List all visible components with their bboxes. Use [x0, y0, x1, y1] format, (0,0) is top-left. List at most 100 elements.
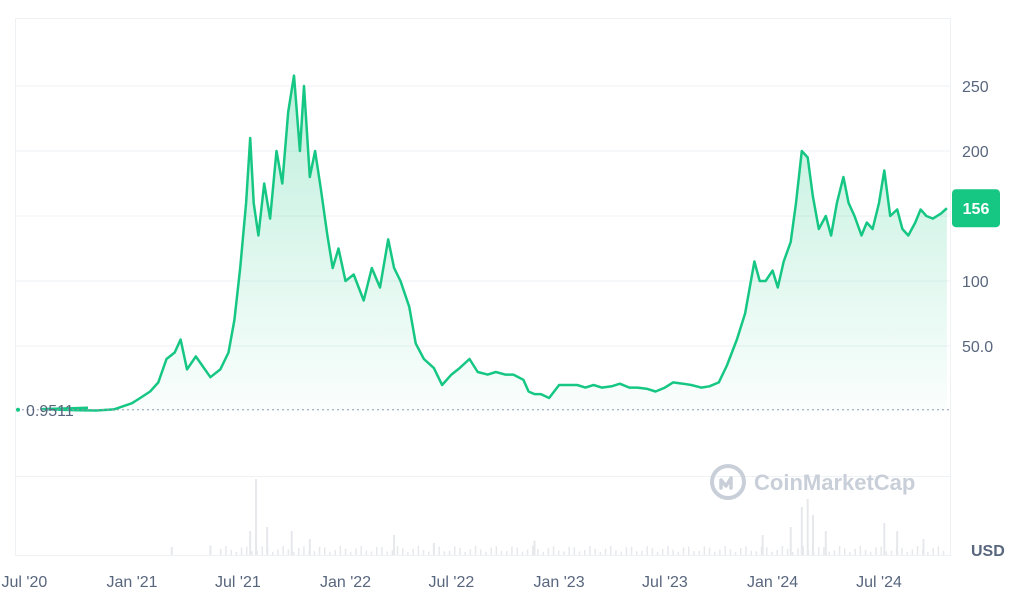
- volume-bar: [533, 540, 536, 555]
- price-area: [42, 75, 947, 411]
- volume-bar: [277, 549, 279, 555]
- volume-bar: [708, 547, 711, 555]
- volume-bar: [308, 550, 310, 555]
- volume-bar: [662, 549, 664, 555]
- volume-bar: [625, 547, 628, 555]
- volume-bar: [792, 551, 794, 555]
- volume-bar: [376, 546, 378, 555]
- y-tick-label: 50.0: [962, 339, 993, 356]
- current-price-badge-bg: [952, 189, 1000, 228]
- volume-bar: [402, 548, 404, 555]
- volume-bar: [573, 547, 576, 555]
- volume-bar: [875, 547, 877, 555]
- plot-frame: [15, 18, 951, 556]
- volume-bar: [464, 551, 466, 555]
- volume-bar: [490, 547, 492, 555]
- volume-bar: [870, 551, 872, 555]
- x-tick-label: Jan '24: [747, 574, 798, 591]
- volume-bar: [318, 546, 321, 555]
- volume-bar: [469, 549, 472, 555]
- volume-bar: [360, 546, 362, 555]
- volume-bar: [433, 547, 435, 555]
- volume-bar: [290, 531, 293, 555]
- x-tick-label: Jan '22: [320, 574, 371, 591]
- volume-bar: [932, 547, 934, 555]
- volume-bar: [849, 551, 851, 555]
- volume-bar: [880, 546, 882, 555]
- volume-bar: [365, 550, 368, 555]
- volume-bar: [266, 527, 269, 555]
- volume-bar: [890, 550, 893, 555]
- volume-bar: [823, 547, 825, 555]
- volume-bar: [646, 546, 648, 555]
- volume-bar: [448, 550, 451, 555]
- volume-bar: [526, 549, 529, 555]
- volume-bar: [412, 548, 414, 555]
- volume-bar: [298, 547, 300, 555]
- volume-bar: [542, 551, 544, 555]
- volume-bar: [308, 539, 311, 555]
- volume-bar: [911, 549, 914, 555]
- volume-bar: [344, 548, 347, 555]
- start-value-marker: [16, 407, 20, 412]
- volume-bar: [443, 551, 446, 555]
- volume-bar: [724, 546, 726, 555]
- coinmarketcap-watermark: CoinMarketCap: [710, 464, 915, 500]
- volume-bar: [329, 551, 331, 555]
- volume-bar: [800, 507, 803, 555]
- volume-bar: [500, 550, 503, 555]
- volume-bar: [901, 547, 903, 555]
- volume-bar: [797, 548, 799, 555]
- volume-bar: [506, 551, 508, 555]
- volume-bar: [734, 551, 737, 555]
- volume-bar: [568, 546, 570, 555]
- volume-bar: [812, 551, 815, 555]
- volume-bar: [833, 550, 836, 555]
- x-tick-label: Jul '24: [856, 574, 902, 591]
- volume-bar: [818, 547, 820, 555]
- volume-bar: [766, 547, 768, 555]
- volume-bar: [558, 550, 560, 555]
- volume-bar: [454, 546, 456, 555]
- volume-bar: [885, 551, 888, 555]
- volume-bar: [584, 550, 586, 555]
- volume-bar: [604, 548, 607, 555]
- volume-bar: [789, 527, 792, 555]
- current-price-label: 156: [963, 201, 990, 218]
- volume-bar: [292, 551, 295, 555]
- volume-bar: [334, 549, 336, 555]
- volume-bar: [324, 547, 326, 555]
- volume-bar: [495, 546, 498, 555]
- price-line[interactable]: [41, 74, 948, 412]
- volume-bar: [396, 546, 399, 555]
- current-price-badge: 156: [952, 189, 1000, 228]
- volume-bar: [381, 547, 383, 555]
- volume-bar: [417, 546, 420, 555]
- volume-bar: [249, 531, 252, 555]
- volume-bar: [641, 550, 643, 555]
- volume-bar: [844, 548, 846, 555]
- volume-bar: [266, 547, 269, 555]
- volume-bar: [698, 550, 700, 555]
- volume-bar: [480, 549, 482, 555]
- volume-bar: [170, 547, 173, 555]
- volume-bar: [428, 551, 430, 555]
- volume-bar: [552, 546, 555, 555]
- volume-bar: [537, 549, 539, 555]
- volume-bar: [807, 550, 810, 555]
- volume-bar: [922, 549, 924, 555]
- volume-bar: [896, 546, 898, 555]
- x-tick-label: Jan '23: [534, 574, 585, 591]
- volume-bar: [719, 549, 721, 555]
- volume-bar: [755, 551, 758, 555]
- volume-bar: [672, 549, 674, 555]
- volume-bar: [532, 546, 534, 555]
- volume-bar: [824, 531, 827, 555]
- volume-bar: [682, 547, 685, 555]
- volume-bar: [386, 551, 388, 555]
- volume-bar: [235, 551, 238, 555]
- volume-bar: [771, 551, 773, 555]
- volume-bar: [225, 546, 227, 555]
- volume-bar: [438, 546, 440, 555]
